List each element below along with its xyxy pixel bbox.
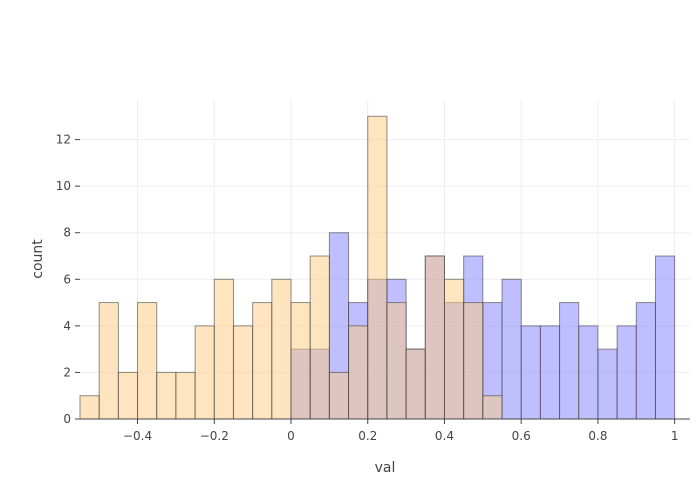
x-tick-label: −0.4: [123, 429, 152, 443]
histogram-bar-series-1: [635, 302, 656, 420]
histogram-bar-series-1: [520, 325, 541, 420]
y-tick-label: 10: [56, 179, 71, 193]
y-axis-ticks: 0 2 4 6 8 10 12: [56, 133, 80, 426]
histogram-bar-series-2: [443, 278, 465, 420]
y-tick-label: 2: [63, 365, 71, 379]
histogram-bar-series-2: [405, 348, 426, 420]
histogram-bar-series-2: [252, 302, 273, 420]
histogram-bar-series-1: [559, 302, 580, 420]
x-axis-ticks: −0.4 −0.2 0 0.2 0.4 0.6 0.8 1: [123, 419, 678, 443]
histogram-bar-series-2: [424, 255, 445, 420]
histogram-bar-series-2: [213, 278, 234, 420]
histogram-bar-series-2: [232, 325, 254, 420]
histogram-bar-series-1: [597, 348, 618, 420]
x-axis-title: val: [375, 460, 396, 476]
histogram-bar-series-2: [117, 371, 139, 420]
histogram-bar-series-2: [137, 302, 158, 420]
histogram-bar-series-2: [156, 371, 177, 420]
histogram-bar-series-2: [290, 302, 311, 420]
histogram-bar-series-1: [539, 325, 561, 420]
histogram-bar-series-2: [175, 371, 196, 420]
y-tick-label: 6: [63, 272, 71, 286]
y-tick-label: 0: [63, 412, 71, 426]
histogram-bars: [79, 115, 676, 420]
histogram-bar-series-2: [367, 115, 388, 420]
histogram-bar-series-2: [463, 302, 484, 420]
y-tick-label: 8: [63, 226, 71, 240]
y-tick-label: 12: [56, 133, 71, 147]
x-tick-label: 0.2: [358, 429, 377, 443]
x-tick-label: −0.2: [200, 429, 229, 443]
histogram-bar-series-2: [482, 395, 503, 420]
x-tick-label: 0.8: [588, 429, 607, 443]
histogram-bar-series-1: [616, 325, 637, 420]
histogram-bar-series-2: [348, 325, 369, 420]
x-tick-label: 0.6: [512, 429, 531, 443]
histogram-bar-series-2: [328, 371, 350, 420]
histogram-bar-series-1: [578, 325, 599, 420]
y-axis-title: count: [30, 239, 46, 279]
x-tick-label: 0: [287, 429, 295, 443]
histogram-bar-series-2: [79, 395, 100, 420]
histogram-bar-series-2: [271, 278, 292, 420]
histogram-bar-series-2: [386, 302, 407, 420]
y-tick-label: 4: [63, 319, 71, 333]
histogram-bar-series-1: [501, 278, 522, 420]
x-tick-label: 0.4: [435, 429, 454, 443]
histogram-bar-series-1: [654, 255, 676, 420]
x-tick-label: 1: [671, 429, 679, 443]
histogram-bar-series-2: [98, 302, 119, 420]
histogram-bar-series-2: [194, 325, 215, 420]
histogram-bar-series-2: [309, 255, 330, 420]
